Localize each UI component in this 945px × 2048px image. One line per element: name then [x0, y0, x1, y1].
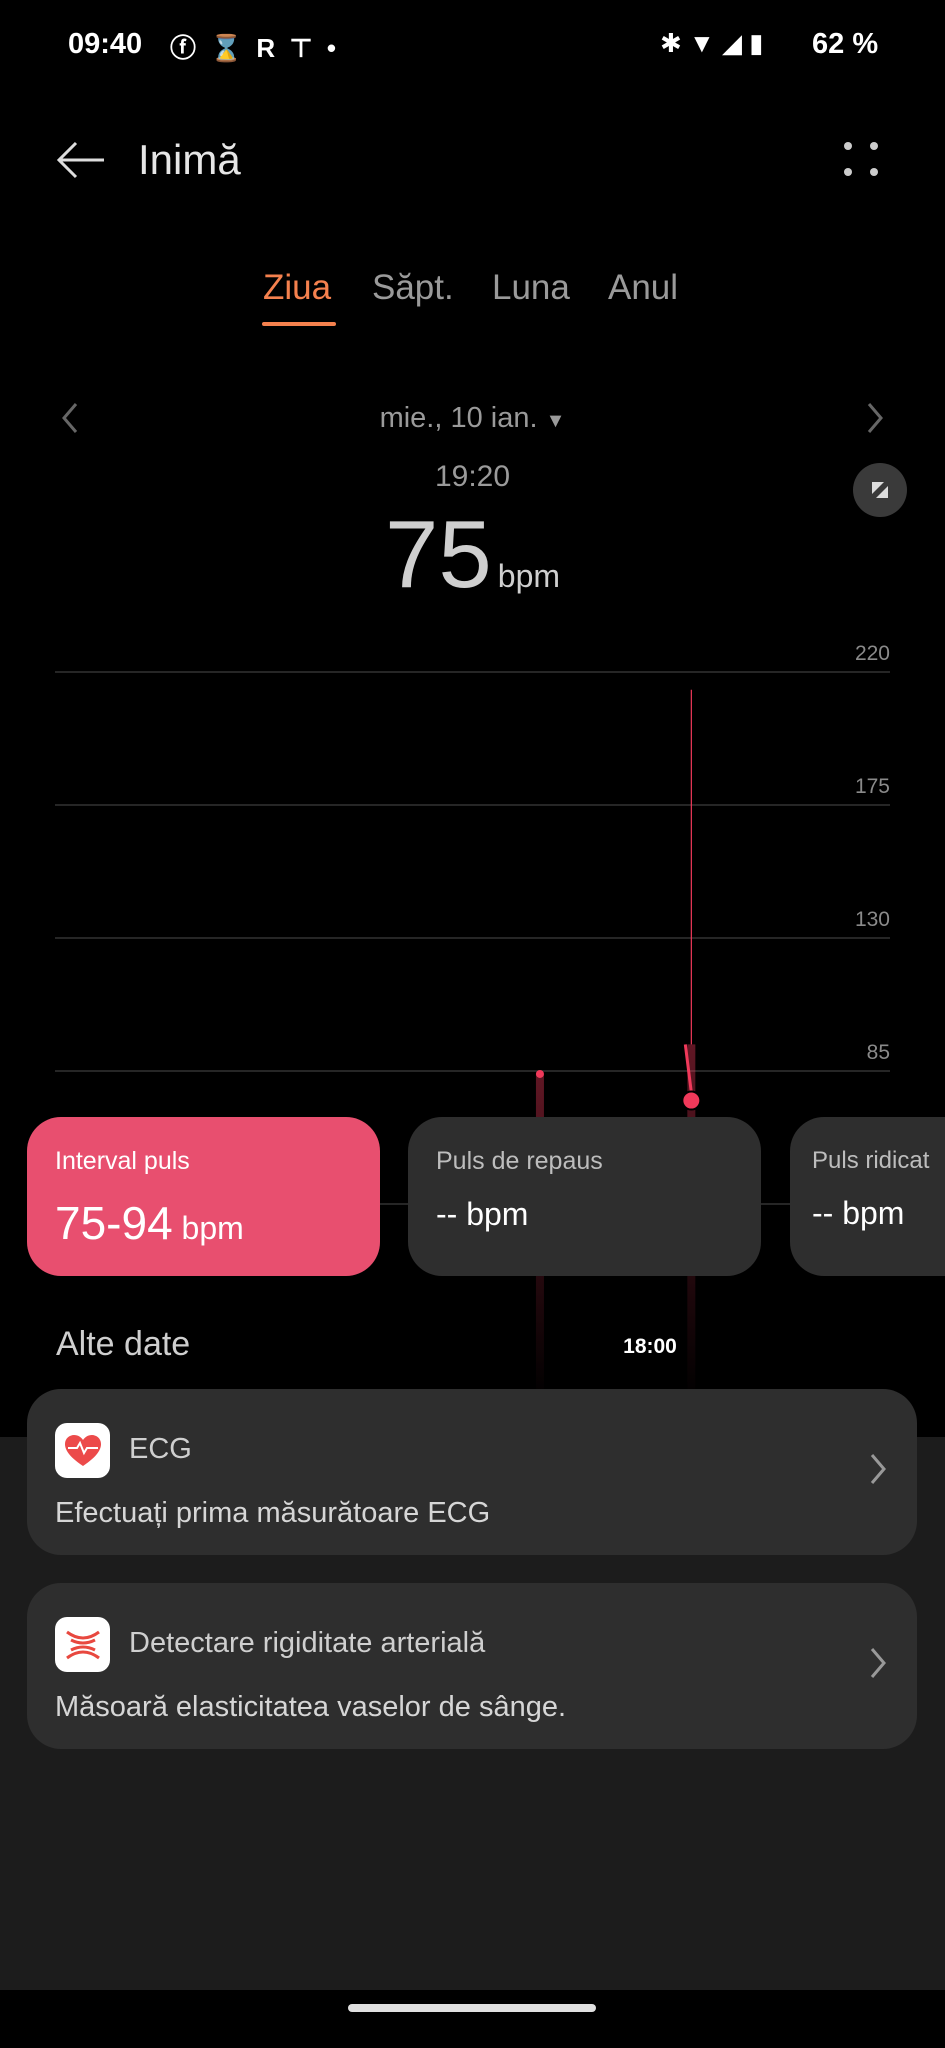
- data-point: [681, 1090, 702, 1111]
- card-high-pulse[interactable]: Puls ridicat -- bpm: [790, 1117, 945, 1276]
- next-day-icon[interactable]: [865, 402, 885, 434]
- arterial-stiffness-item[interactable]: Detectare rigiditate arterială Măsoară e…: [27, 1583, 917, 1749]
- card-unit: bpm: [466, 1196, 529, 1232]
- ecg-heart-icon: [55, 1423, 110, 1478]
- selected-unit: bpm: [497, 558, 561, 594]
- y-tick-label: 175: [854, 775, 890, 798]
- item-title: ECG: [129, 1433, 192, 1465]
- item-subtitle: Efectuați prima măsurătoare ECG: [55, 1497, 491, 1529]
- selected-bpm: 75: [384, 501, 492, 608]
- data-point: [535, 1069, 544, 1078]
- card-label: Puls ridicat: [812, 1147, 930, 1174]
- notification-icons: ⓕ⌛R⊤•: [170, 33, 351, 63]
- home-indicator[interactable]: [348, 2004, 596, 2012]
- card-pulse-range[interactable]: Interval puls 75-94 bpm: [27, 1117, 380, 1276]
- fullscreen-icon[interactable]: [853, 463, 907, 517]
- tab-week[interactable]: Săpt.: [372, 268, 454, 307]
- dropdown-icon: ▼: [545, 410, 566, 432]
- status-time: 09:40: [68, 28, 143, 60]
- card-unit: bpm: [181, 1210, 244, 1246]
- battery-percent: 62 %: [812, 28, 879, 60]
- page-title: Inimă: [138, 136, 241, 183]
- selected-value: 75 bpm: [0, 500, 945, 610]
- date-label: mie., 10 ian.: [379, 402, 538, 434]
- selected-time: 19:20: [434, 460, 511, 493]
- tab-month[interactable]: Luna: [492, 268, 570, 307]
- y-tick-label: 130: [854, 908, 890, 931]
- card-value: --: [812, 1195, 834, 1231]
- card-unit: bpm: [842, 1195, 905, 1231]
- prev-day-icon[interactable]: [60, 402, 80, 434]
- item-title: Detectare rigiditate arterială: [129, 1627, 486, 1659]
- ecg-item[interactable]: ECG Efectuați prima măsurătoare ECG: [27, 1389, 917, 1555]
- range-max-mark: [683, 1044, 693, 1093]
- card-value: 75-94: [55, 1197, 173, 1249]
- arterial-icon: [55, 1617, 110, 1672]
- heart-rate-chart[interactable]: [0, 600, 945, 1440]
- chevron-right-icon: [870, 1454, 886, 1484]
- item-subtitle: Măsoară elasticitatea vaselor de sânge.: [55, 1691, 567, 1723]
- card-label: Puls de repaus: [436, 1147, 603, 1175]
- date-selector[interactable]: mie., 10 ian. ▼: [0, 402, 945, 435]
- more-options-icon[interactable]: [842, 140, 882, 180]
- card-value: --: [436, 1196, 458, 1232]
- tab-indicator: [262, 322, 336, 326]
- y-tick-label: 220: [854, 642, 890, 665]
- tab-day[interactable]: Ziua: [263, 268, 332, 307]
- chevron-right-icon: [870, 1648, 886, 1678]
- card-label: Interval puls: [55, 1147, 190, 1175]
- back-arrow-icon[interactable]: [56, 140, 106, 180]
- x-tick-label: 18:00: [623, 1335, 677, 1358]
- tab-year[interactable]: Anul: [608, 268, 679, 307]
- y-tick-label: 85: [866, 1041, 890, 1064]
- system-icons: ✱ ▼ ◢ ▮: [660, 28, 764, 58]
- card-resting-pulse[interactable]: Puls de repaus -- bpm: [408, 1117, 761, 1276]
- section-title: Alte date: [56, 1325, 191, 1363]
